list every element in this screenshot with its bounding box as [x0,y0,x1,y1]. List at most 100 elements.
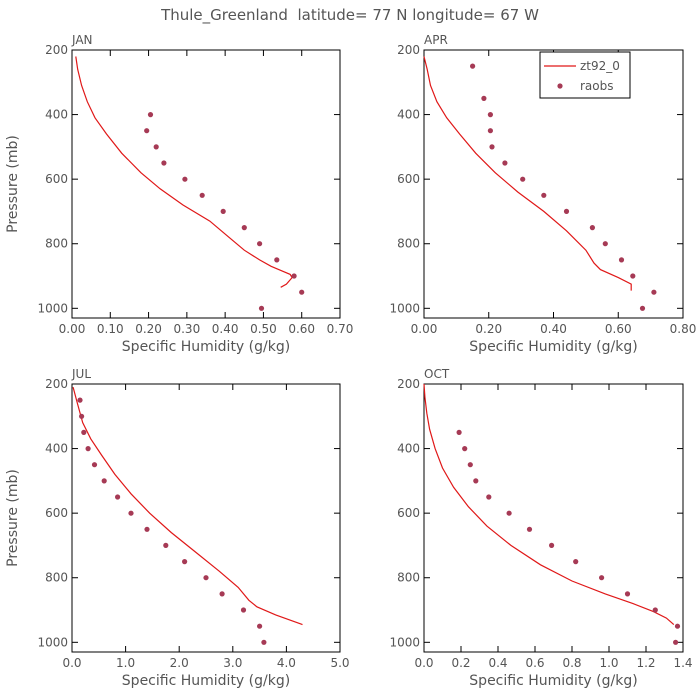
raob-point [589,225,596,231]
x-tick-label: 0.40 [212,322,239,336]
raob-point [630,273,636,279]
raob-point [639,305,646,311]
panel-jul: JUL 0.0 1.0 2.0 3.0 4.0 5.0 200 400 600 800 1000 Spe… [5,367,350,689]
model-line-zt92_0 [75,56,293,288]
x-tick-label: 0.6 [525,656,544,670]
y-tick-label: 800 [397,571,420,585]
raob-point [203,575,209,581]
raob-point [77,397,83,403]
raob-point [456,429,462,435]
raob-point [541,192,547,198]
x-tick-label: 1.2 [636,656,655,670]
raob-point [487,128,493,134]
x-tick-label: 0.70 [327,322,354,336]
raob-point [153,144,159,150]
raob-point [144,526,150,532]
raob-point [674,623,681,629]
raob-point [199,192,205,198]
legend-box [539,51,631,99]
panels: JAN 0.00 0.10 0.20 0.30 0.40 0.50 0.60 0.70 200 40… [5,33,696,689]
raob-point [624,591,631,597]
raob-point [85,446,91,452]
raob-point [182,176,188,182]
x-tick-label: 0.80 [670,322,697,336]
y-tick-label: 1000 [37,301,68,315]
y-axis-label: Pressure (mb) [5,469,21,567]
x-axis-label: Specific Humidity (g/kg) [122,673,290,689]
x-tick-label: 0.60 [605,322,632,336]
plot-frame [71,383,341,653]
raob-point [220,208,226,214]
raob-point [526,526,533,532]
legend-model-label: zt92_0 [580,59,620,73]
raob-point [563,208,570,214]
y-tick-label: 800 [397,237,420,251]
raob-point [651,289,657,295]
raob-point [163,542,169,549]
raob-point [257,623,263,629]
model-line-zt92_0 [72,387,303,626]
x-tick-label: 0.20 [475,322,502,336]
raob-point [573,559,579,565]
panel-title: APR [424,33,448,47]
y-tick-label: 400 [397,108,420,122]
y-tick-label: 600 [397,172,420,186]
x-tick-label: 5.0 [330,656,349,670]
x-tick-label: 4.0 [277,656,296,670]
x-tick-label: 0.2 [451,656,470,670]
raob-point [481,95,487,101]
x-axis-label: Specific Humidity (g/kg) [469,339,637,355]
raob-point [79,413,85,419]
panel-title: JUL [71,367,91,381]
raob-point [258,305,265,311]
model-line-zt92_0 [423,56,632,291]
raob-point [599,575,605,581]
x-tick-label: 3.0 [223,656,242,670]
panel-title: JAN [71,33,93,47]
raob-point [602,241,608,247]
raob-point [487,112,493,118]
raob-point [489,144,495,150]
x-tick-label: 0.8 [562,656,581,670]
y-tick-label: 600 [397,506,420,520]
y-tick-label: 1000 [37,635,68,649]
y-tick-label: 600 [45,506,68,520]
model-line-zt92_0 [423,383,675,626]
raob-point [470,63,476,69]
raob-point [274,257,280,263]
raob-point [291,273,297,279]
y-tick-label: 400 [397,442,420,456]
raob-point [147,112,154,118]
panel-apr: APR 0.00 0.20 0.40 0.60 0.80 200 400 600 800 1000 S… [389,33,696,355]
raob-point [241,225,247,231]
raob-point [219,591,225,597]
raob-point [81,429,87,435]
x-tick-label: 0.50 [250,322,277,336]
y-tick-label: 400 [45,108,68,122]
raob-point [673,639,679,645]
x-tick-label: 0.60 [288,322,315,336]
raob-point [257,241,263,247]
raob-point [467,462,473,468]
y-tick-label: 600 [45,172,68,186]
raob-point [128,510,134,516]
raob-point [473,478,479,484]
x-tick-label: 0.00 [59,322,86,336]
raob-point [486,494,492,500]
panel-title: OCT [424,367,450,381]
y-tick-label: 800 [45,237,68,251]
x-tick-label: 0.00 [411,322,438,336]
y-tick-label: 1000 [389,301,420,315]
raob-point [652,607,658,613]
figure-title: Thule_Greenland latitude= 77 N longitude… [160,6,539,25]
x-tick-label: 1.0 [116,656,135,670]
x-tick-label: 0.30 [173,322,200,336]
y-tick-label: 1000 [389,635,420,649]
raob-point [101,478,107,484]
raob-point [462,446,468,452]
x-tick-label: 0.20 [135,322,162,336]
raob-point [549,542,555,549]
plot-frame [423,383,684,653]
